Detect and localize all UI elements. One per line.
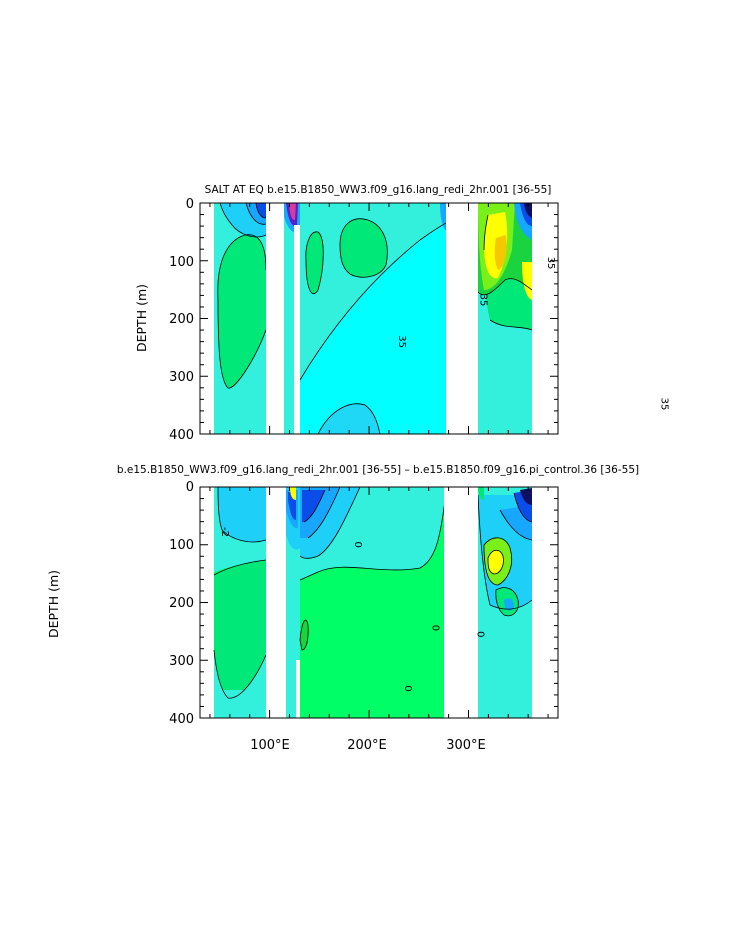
contour-label: 35: [545, 257, 556, 270]
panel-top-land: [266, 203, 478, 434]
ytick-label: 300: [169, 654, 194, 669]
panel-top-contour-labels: 35 35 35 35: [396, 257, 670, 411]
contour-label: 0: [402, 685, 413, 691]
ytick-label: 100: [169, 538, 194, 553]
ytick-label: 0: [186, 197, 194, 212]
panel-bottom-field: [213, 486, 533, 718]
ytick-label: 400: [169, 428, 194, 443]
panel-bottom-title: b.e15.B1850_WW3.f09_g16.lang_redi_2hr.00…: [117, 464, 639, 476]
contour-label: 35: [396, 335, 407, 348]
contour-label: 35: [658, 398, 669, 411]
ytick-label: 400: [169, 712, 194, 727]
panel-top-field: [214, 202, 533, 435]
ytick-label: 200: [169, 312, 194, 327]
xtick-label: 200°E: [347, 738, 387, 753]
panel-bottom: b.e15.B1850_WW3.f09_g16.lang_redi_2hr.00…: [46, 464, 639, 753]
panel-top-ytick-labels: 0 100 200 300 400: [169, 197, 194, 443]
ytick-label: 300: [169, 370, 194, 385]
contour-label: 0: [474, 631, 485, 637]
xtick-label: 100°E: [250, 738, 290, 753]
panel-top-title: SALT AT EQ b.e15.B1850_WW3.f09_g16.lang_…: [205, 184, 552, 196]
panel-top-ylabel: DEPTH (m): [134, 284, 149, 352]
panel-bottom-ytick-labels: 0 100 200 300 400: [169, 480, 194, 727]
panel-bottom-ylabel: DEPTH (m): [46, 570, 61, 638]
ytick-label: 100: [169, 255, 194, 270]
panel-bottom-xtick-labels: 100°E 200°E 300°E: [250, 738, 486, 753]
contour-label: 35: [477, 294, 488, 307]
panel-top: SALT AT EQ b.e15.B1850_WW3.f09_g16.lang_…: [134, 184, 669, 443]
panel-bottom-land: [266, 487, 478, 718]
contour-label: -2: [219, 527, 230, 537]
ytick-label: 200: [169, 596, 194, 611]
contour-label: 0: [430, 625, 441, 631]
panel-top-ticks: [200, 202, 558, 435]
xtick-label: 300°E: [446, 738, 486, 753]
ytick-label: 0: [186, 480, 194, 495]
panel-bottom-contour-labels: -2 0 0 0 0: [219, 527, 486, 692]
contour-label: 0: [352, 542, 363, 548]
panel-bottom-ticks: [200, 486, 558, 719]
